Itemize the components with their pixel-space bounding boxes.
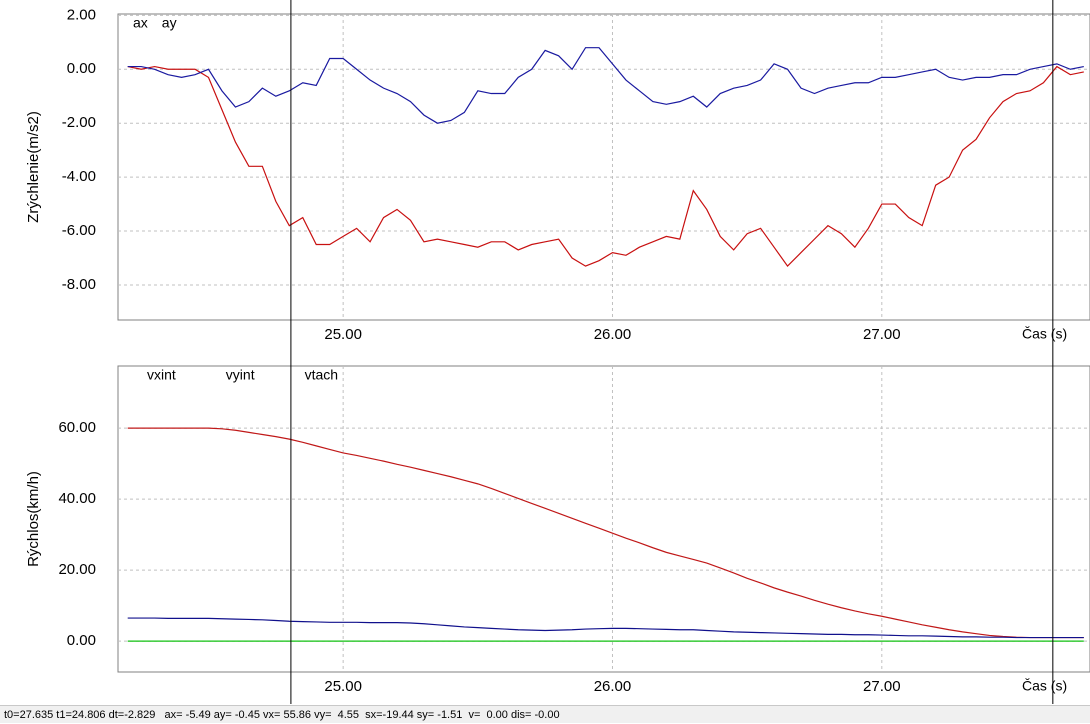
x-tick-label: 26.00 [594,326,632,343]
series-line [127,65,1084,268]
y-tick-label: 40.00 [58,490,96,507]
plot-area [117,365,1090,673]
x-tick-label: 25.00 [324,326,362,343]
legend-label: vxint [147,367,176,383]
x-tick-label: 25.00 [324,678,362,695]
y-tick-label: -4.00 [62,168,96,185]
x-axis-label: Čas (s) [1022,326,1067,342]
y-tick-label: 20.00 [58,561,96,578]
x-tick-label: 27.00 [863,326,901,343]
y-tick-label: 60.00 [58,419,96,436]
legend-label: ax [133,15,148,31]
series-line [127,427,1084,639]
series-group [127,427,1084,642]
y-tick-label: -8.00 [62,276,96,293]
x-axis-label: Čas (s) [1022,678,1067,694]
y-axis-label: Rýchlos(km/h) [25,471,42,567]
status-bar: t0=27.635 t1=24.806 dt=-2.829 ax= -5.49 … [0,705,1090,723]
y-tick-label: 2.00 [67,6,96,23]
legend-label: vtach [305,367,338,383]
series-line [127,47,1084,124]
y-tick-label: 0.00 [67,632,96,649]
y-axis-label: Zrýchlenie(m/s2) [25,111,42,223]
y-tick-label: -6.00 [62,222,96,239]
series-group [127,47,1084,268]
x-tick-label: 26.00 [594,678,632,695]
y-tick-label: -2.00 [62,114,96,131]
series-line [127,617,1084,639]
chart-area: 2.00 0.00 -2.00 -4.00 -6.00 -8.00 25.00 26.00 27… [25,0,1090,704]
y-tick-label: 0.00 [67,60,96,77]
legend-label: vyint [226,367,255,383]
x-tick-label: 27.00 [863,678,901,695]
legend-label: ay [162,15,177,31]
plot-area [117,13,1090,321]
